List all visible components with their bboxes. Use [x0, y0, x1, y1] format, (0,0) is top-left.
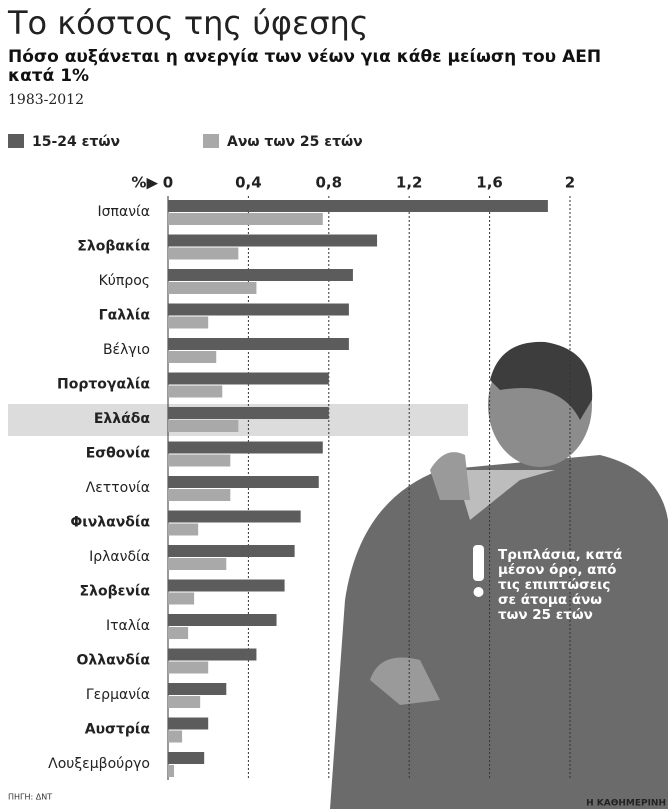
- category-label: Κύπρος: [99, 273, 150, 289]
- x-tick-label: 1,6: [476, 174, 503, 192]
- bar: [168, 407, 329, 419]
- category-label: Ιταλία: [106, 618, 150, 634]
- bar: [168, 200, 548, 212]
- category-label: Ιρλανδία: [89, 549, 150, 565]
- bar: [168, 213, 323, 225]
- category-label: Σλοβακία: [77, 239, 150, 255]
- illustration: [330, 341, 668, 809]
- bar: [168, 648, 257, 661]
- x-tick-label: 0,8: [316, 174, 343, 192]
- bar: [168, 385, 223, 398]
- annotation: Τριπλάσια, κατά μέσον όρο, από τις επιπτ…: [498, 547, 623, 623]
- bar: [168, 717, 209, 730]
- bar: [168, 303, 349, 316]
- bar: [168, 338, 349, 350]
- bar: [168, 316, 209, 329]
- x-tick-label: 2: [565, 174, 575, 192]
- bar: [168, 614, 277, 626]
- category-label: Πορτογαλία: [57, 377, 150, 393]
- category-label: Εσθονία: [86, 446, 151, 462]
- credit: Η ΚΑΘΗΜΕΡΙΝΗ: [586, 799, 666, 809]
- category-label: Ολλανδία: [77, 653, 151, 669]
- category-label: Λουξεμβούργο: [48, 756, 150, 772]
- source: ΠΗΓΗ: ΔΝΤ: [8, 793, 52, 802]
- category-label: Γαλλία: [99, 308, 151, 324]
- category-label: Σλοβενία: [80, 584, 151, 600]
- bar: [168, 696, 201, 708]
- legend-label: Ανω των 25 ετών: [227, 134, 363, 150]
- category-label: Αυστρία: [85, 722, 151, 738]
- legend-swatch: [203, 134, 219, 148]
- bar: [168, 420, 239, 432]
- category-label: Γερμανία: [86, 687, 150, 703]
- bar: [168, 765, 175, 777]
- category-label: Φινλανδία: [70, 515, 150, 531]
- chart-title: Το κόστος της ύφεσης: [8, 4, 369, 42]
- bar: [168, 269, 353, 281]
- bar: [168, 627, 189, 639]
- legend-label: 15-24 ετών: [32, 134, 120, 150]
- x-tick-label: 1,2: [396, 174, 423, 192]
- x-tick-label: 0: [163, 174, 173, 192]
- bar: [168, 489, 231, 501]
- bar: [168, 592, 195, 605]
- bar: [168, 282, 257, 294]
- bar: [168, 545, 295, 557]
- bar: [168, 247, 239, 260]
- bar: [168, 730, 183, 743]
- bar: [168, 661, 209, 674]
- bar: [168, 441, 323, 454]
- category-label: Βέλγιο: [103, 342, 150, 358]
- category-label: Λεττονία: [86, 480, 150, 496]
- bar: [168, 683, 227, 695]
- bar: [168, 476, 319, 488]
- bar: [168, 523, 199, 536]
- bar: [168, 234, 378, 247]
- bar: [168, 510, 301, 523]
- x-tick-label: 0,4: [235, 174, 262, 192]
- x-axis-label: %▶: [131, 174, 158, 192]
- chart-subtitle: Πόσο αυξάνεται η ανεργία των νέων για κά…: [8, 47, 602, 86]
- legend-swatch: [8, 134, 24, 148]
- bar: [168, 752, 205, 764]
- period: 1983-2012: [8, 92, 84, 108]
- bar: [168, 558, 227, 570]
- category-label: Ισπανία: [98, 204, 150, 220]
- bar: [168, 372, 329, 385]
- bar: [168, 351, 217, 363]
- category-label: Ελλάδα: [94, 411, 151, 427]
- bar: [168, 454, 231, 467]
- bar: [168, 579, 285, 592]
